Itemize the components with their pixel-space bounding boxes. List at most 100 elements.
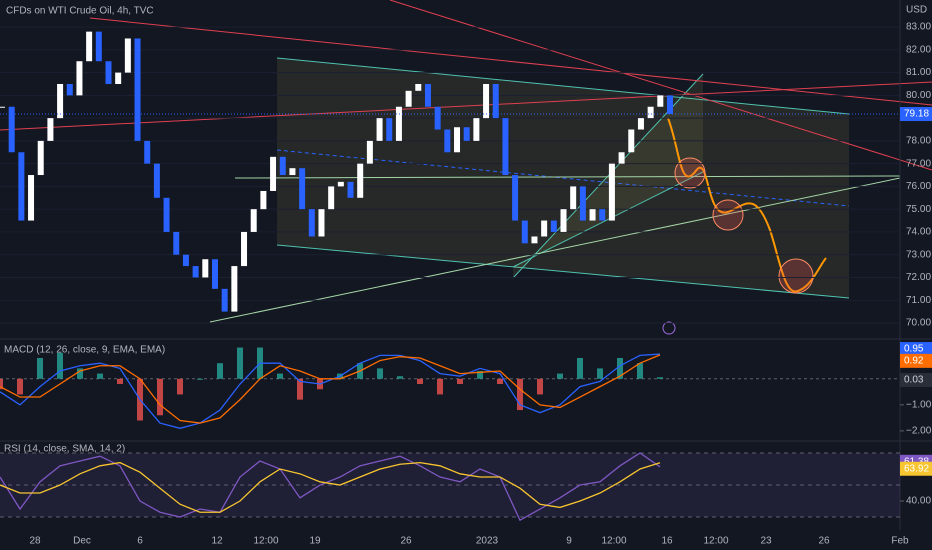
series-line	[0, 452, 661, 522]
histogram-bar	[77, 368, 83, 379]
y-tick-label: 78.00	[906, 136, 931, 147]
channel-mid	[276, 149, 850, 207]
histogram-bar	[37, 357, 43, 379]
x-tick-label: 26	[400, 536, 412, 547]
x-tick-label: 12	[211, 536, 223, 547]
y-tick-label: 77.00	[906, 158, 931, 169]
candle	[37, 140, 44, 176]
candle	[541, 220, 548, 237]
candle	[405, 90, 412, 107]
candle	[366, 140, 373, 164]
candle	[241, 231, 248, 267]
x-tick-label: 12:00	[253, 536, 278, 547]
candle	[599, 209, 606, 221]
candle	[521, 220, 528, 244]
trendline	[389, 0, 932, 171]
candle	[28, 175, 35, 221]
candle	[434, 106, 441, 130]
y-axis-label: USD	[906, 5, 927, 16]
candle	[105, 61, 112, 84]
candle	[647, 106, 654, 119]
target-circle	[778, 258, 814, 294]
candle	[386, 118, 393, 141]
candle	[115, 72, 122, 84]
histogram-bar	[457, 378, 463, 385]
candle	[357, 163, 364, 198]
series-line	[0, 354, 661, 424]
y-tick-label: −2.00	[906, 426, 932, 437]
trendline	[89, 17, 932, 106]
histogram-bar	[277, 373, 283, 379]
candle	[424, 83, 431, 107]
x-tick-label: 26	[818, 536, 830, 547]
candle	[589, 209, 596, 221]
x-tick-label: 28	[29, 536, 41, 547]
histogram-bar	[657, 377, 663, 379]
histogram-bar	[477, 370, 483, 379]
candle	[47, 118, 54, 141]
histogram-bar	[177, 378, 183, 395]
candle	[628, 129, 635, 153]
value-badge	[900, 373, 932, 388]
histogram-bar	[17, 378, 23, 395]
value-label: 79.18	[904, 109, 929, 120]
x-tick-label: Feb	[891, 536, 909, 547]
y-tick-label: −1.00	[906, 399, 932, 410]
candle	[512, 175, 519, 221]
y-tick-label: 72.00	[906, 272, 931, 283]
candle	[579, 186, 586, 221]
candle	[463, 127, 470, 141]
histogram-bar	[117, 378, 123, 385]
value-label: 0.95	[904, 344, 924, 355]
x-tick-label: 2023	[476, 536, 499, 547]
candle	[173, 231, 180, 255]
value-label: 63.92	[904, 463, 929, 474]
pane-title: RSI (14, close, SMA, 14, 2)	[4, 444, 125, 455]
x-tick-label: 12:00	[703, 536, 728, 547]
candle	[454, 127, 461, 153]
histogram-bar	[557, 373, 563, 379]
event-icon	[662, 321, 676, 335]
candle	[299, 168, 306, 210]
candle	[8, 106, 15, 153]
candle	[231, 266, 238, 312]
x-tick-label: 12:00	[601, 536, 626, 547]
x-tick-label: Dec	[73, 536, 91, 547]
trendline	[209, 177, 901, 323]
y-tick-label: 76.00	[906, 181, 931, 192]
candle	[192, 266, 199, 278]
candle	[270, 156, 277, 191]
histogram-bar	[537, 378, 543, 395]
x-tick-label: 23	[760, 536, 772, 547]
histogram-bar	[517, 378, 523, 411]
histogram-bar	[637, 363, 643, 379]
value-badge	[900, 461, 932, 476]
candle	[618, 152, 625, 164]
candle	[76, 61, 83, 96]
candle	[182, 254, 189, 267]
y-tick-label: 82.00	[906, 44, 931, 55]
histogram-bar	[577, 357, 583, 379]
y-tick-label: 81.00	[906, 67, 931, 78]
candle	[260, 190, 267, 210]
target-circle	[712, 199, 744, 231]
histogram-bar	[157, 378, 163, 416]
histogram-bar	[297, 378, 303, 400]
drawings	[0, 0, 932, 530]
projection	[667, 117, 827, 293]
histogram-bar	[597, 368, 603, 379]
candle	[347, 181, 354, 198]
value-badge	[900, 107, 932, 122]
candle	[473, 118, 480, 141]
candle	[66, 83, 73, 96]
y-tick-label: 83.00	[906, 22, 931, 33]
y-tick-label: 73.00	[906, 249, 931, 260]
value-badge	[900, 342, 932, 357]
candle	[395, 106, 402, 141]
channel-top	[276, 57, 850, 115]
candle	[289, 168, 296, 176]
candle	[608, 163, 615, 221]
candle	[250, 209, 257, 232]
y-tick-label: 75.00	[906, 204, 931, 215]
